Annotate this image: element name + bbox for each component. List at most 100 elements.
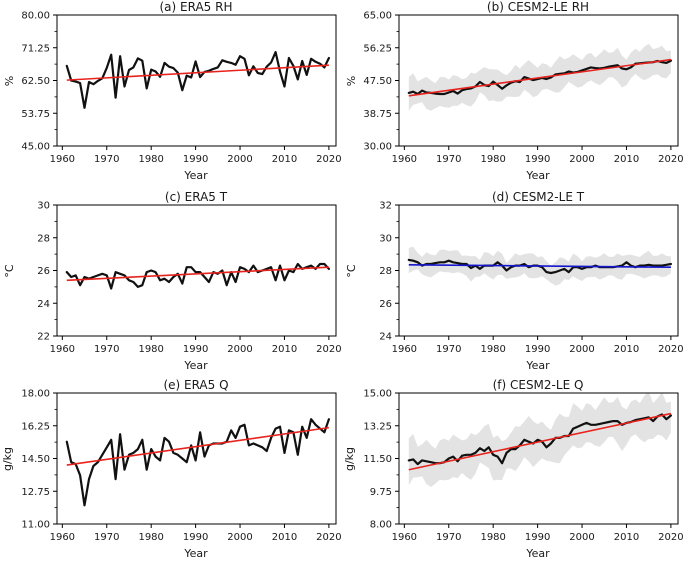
x-tick-label: 1990 — [525, 532, 550, 543]
x-axis-label: Year — [525, 169, 550, 182]
plot-canvas-c: (c) ERA5 T °C Year 22 24 26 28 30 1960 1970 198… — [3, 190, 342, 372]
trend-line-a — [66, 64, 329, 81]
y-tick-label: 9.75 — [370, 487, 392, 498]
plot-title: (b) CESM2-LE RH — [487, 1, 589, 14]
y-tick-label: 16.25 — [21, 421, 50, 432]
y-tick-label: 22 — [37, 332, 50, 343]
x-tick-label: 2000 — [569, 154, 594, 165]
y-tick-label: 71.25 — [21, 43, 50, 54]
subplot-b-cesm2le-rh: (b) CESM2-LE RH % Year 30.00 38.75 47.50 56… — [342, 1, 685, 189]
y-axis-label: g/kg — [1, 447, 14, 471]
x-tick-label: 1980 — [138, 344, 163, 355]
trend-line-b — [408, 58, 672, 97]
trend-line-d — [408, 263, 671, 269]
y-tick-label: 80.00 — [21, 11, 50, 22]
plot-area: 11.00 12.75 14.50 16.25 18.00 1960 1970 1980 199… — [21, 389, 341, 544]
x-axis-label: Year — [183, 359, 208, 372]
trend-line-c — [66, 266, 329, 282]
x-tick-label: 2000 — [569, 344, 594, 355]
x-tick-label: 2000 — [227, 532, 252, 543]
plot-area: 22 24 26 28 30 1960 1970 1980 1990 2000 2010 2020 — [37, 201, 341, 356]
plot-title: (e) ERA5 Q — [163, 379, 228, 392]
x-tick-label: 1970 — [94, 532, 119, 543]
y-tick-label: 28 — [379, 266, 392, 277]
uncertainty-band-f — [408, 393, 671, 487]
y-tick-label: 28 — [37, 233, 50, 244]
trend-line-e — [66, 426, 330, 466]
plot-canvas-d: (d) CESM2-LE T °C Year 24 26 28 30 32 1960 197… — [345, 190, 684, 372]
y-tick-label: 24 — [379, 332, 392, 343]
y-tick-label: 38.75 — [363, 109, 392, 120]
x-tick-label: 1970 — [94, 344, 119, 355]
x-tick-label: 2020 — [316, 532, 341, 543]
x-tick-label: 1990 — [183, 154, 208, 165]
x-tick-label: 1960 — [50, 154, 75, 165]
x-tick-label: 2000 — [227, 154, 252, 165]
plot-title: (d) CESM2-LE T — [492, 190, 585, 204]
x-axis-label: Year — [183, 547, 208, 560]
x-tick-label: 2010 — [614, 532, 639, 543]
x-tick-label: 1970 — [94, 154, 119, 165]
x-tick-label: 1990 — [183, 532, 208, 543]
x-tick-label: 1960 — [392, 154, 417, 165]
x-tick-label: 2010 — [614, 154, 639, 165]
x-tick-label: 2010 — [272, 532, 297, 543]
y-tick-label: 62.50 — [21, 76, 50, 87]
x-tick-label: 1980 — [480, 532, 505, 543]
y-tick-label: 11.00 — [21, 520, 50, 531]
y-tick-label: 30 — [37, 201, 50, 212]
y-axis-label: °C — [3, 264, 16, 278]
x-tick-label: 1980 — [138, 154, 163, 165]
x-tick-label: 2010 — [272, 154, 297, 165]
y-tick-label: 14.50 — [21, 454, 50, 465]
series-line-c — [65, 262, 330, 290]
y-tick-label: 15.00 — [363, 389, 392, 400]
y-axis-label: % — [345, 76, 358, 86]
y-axis-label: °C — [345, 264, 358, 278]
y-tick-label: 32 — [379, 201, 392, 212]
y-tick-label: 26 — [379, 299, 392, 310]
plot-title: (c) ERA5 T — [165, 190, 228, 204]
x-tick-label: 1990 — [525, 154, 550, 165]
plot-title: (a) ERA5 RH — [160, 1, 233, 14]
plot-area: 24 26 28 30 32 1960 1970 1980 1990 2000 2010 2020 — [379, 201, 683, 356]
y-tick-label: 26 — [37, 266, 50, 277]
plot-area: 8.00 9.75 11.50 13.25 15.00 1960 1970 1980 1990 2… — [363, 389, 683, 544]
y-tick-label: 65.00 — [363, 11, 392, 22]
y-tick-label: 47.50 — [363, 76, 392, 87]
y-tick-label: 56.25 — [363, 43, 392, 54]
y-tick-label: 45.00 — [21, 142, 50, 153]
plot-canvas-f: (f) CESM2-LE Q g/kg Year 8.00 9.75 11.50 13… — [343, 379, 684, 560]
x-tick-label: 2020 — [658, 154, 683, 165]
x-tick-label: 1960 — [392, 532, 417, 543]
x-tick-label: 2010 — [614, 344, 639, 355]
series-line-a — [65, 50, 330, 109]
y-tick-label: 8.00 — [370, 520, 392, 531]
x-tick-label: 1960 — [392, 344, 417, 355]
y-tick-label: 30 — [379, 233, 392, 244]
x-tick-label: 1960 — [50, 532, 75, 543]
x-tick-label: 1990 — [525, 344, 550, 355]
plot-canvas-b: (b) CESM2-LE RH % Year 30.00 38.75 47.50 56… — [345, 1, 684, 182]
x-tick-label: 2020 — [658, 344, 683, 355]
x-tick-label: 1990 — [183, 344, 208, 355]
x-tick-label: 1970 — [436, 344, 461, 355]
plot-area: 45.00 53.75 62.50 71.25 80.00 1960 1970 1980 199… — [21, 11, 341, 166]
subplot-e-era5-q: (e) ERA5 Q g/kg Year 11.00 12.75 14.50 16.2… — [0, 379, 342, 567]
x-tick-label: 2020 — [658, 532, 683, 543]
subplot-f-cesm2le-q: (f) CESM2-LE Q g/kg Year 8.00 9.75 11.50 13… — [342, 379, 685, 567]
x-tick-label: 1980 — [480, 344, 505, 355]
y-axis-label: g/kg — [343, 447, 356, 471]
x-axis-label: Year — [525, 359, 550, 372]
y-tick-label: 11.50 — [363, 454, 392, 465]
subplot-d-cesm2le-t: (d) CESM2-LE T °C Year 24 26 28 30 32 1960 197… — [342, 189, 685, 379]
y-tick-label: 53.75 — [21, 109, 50, 120]
x-tick-label: 1980 — [480, 154, 505, 165]
x-axis-label: Year — [525, 547, 550, 560]
x-tick-label: 2000 — [227, 344, 252, 355]
y-tick-label: 12.75 — [21, 487, 50, 498]
y-tick-label: 24 — [37, 299, 50, 310]
y-axis-label: % — [3, 76, 16, 86]
y-tick-label: 30.00 — [363, 142, 392, 153]
